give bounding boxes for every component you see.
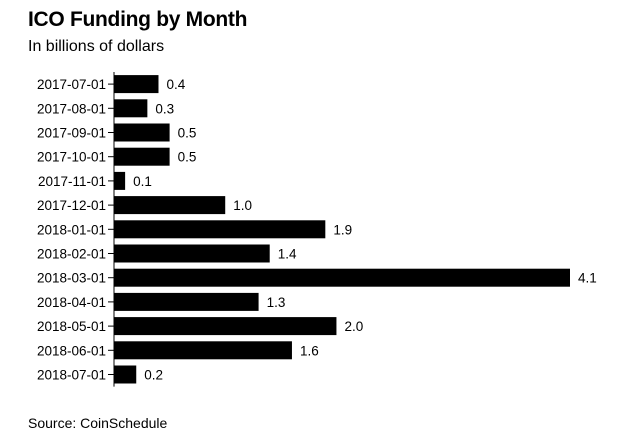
value-label: 0.1 [133,174,152,189]
bar [114,196,226,215]
category-label: 2018-06-01 [37,343,106,358]
value-label: 1.0 [233,198,252,213]
category-label: 2018-03-01 [37,271,106,286]
value-label: 0.4 [166,77,185,92]
value-label: 0.3 [155,101,174,116]
bar [114,123,170,142]
chart-title: ICO Funding by Month [28,8,248,31]
bar [114,147,170,166]
category-label: 2017-09-01 [37,126,106,141]
value-label: 0.5 [178,150,197,165]
value-label: 1.4 [278,247,297,262]
category-label: 2017-07-01 [37,77,106,92]
bars-group: 2017-07-01 0.4 2017-08-01 0.3 2017-09-01 0.5 2… [37,72,597,387]
bar-chart: 2017-07-01 0.4 2017-08-01 0.3 2017-09-01 0.5 2… [37,72,597,387]
category-label: 2018-02-01 [37,247,106,262]
bar [114,171,126,190]
bar [114,317,337,336]
category-label: 2017-10-01 [37,150,106,165]
bar [114,341,292,360]
bar [114,220,326,239]
bar [114,75,159,94]
category-label: 2017-12-01 [37,198,106,213]
category-label: 2018-01-01 [37,222,106,237]
value-label: 2.0 [344,319,363,334]
bar [114,99,148,118]
category-label: 2017-08-01 [37,101,106,116]
value-label: 0.2 [144,368,163,383]
category-label: 2018-07-01 [37,368,106,383]
value-label: 1.3 [267,295,286,310]
source-note: Source: CoinSchedule [28,415,168,431]
bar [114,268,570,287]
bar [114,292,259,311]
category-label: 2018-05-01 [37,319,106,334]
value-label: 1.9 [333,222,352,237]
category-label: 2017-11-01 [38,174,106,189]
value-label: 1.6 [300,343,319,358]
category-label: 2018-04-01 [37,295,106,310]
value-label: 0.5 [178,126,197,141]
value-label: 4.1 [578,271,597,286]
bar [114,365,137,384]
chart-subtitle: In billions of dollars [28,38,165,55]
bar [114,244,270,263]
